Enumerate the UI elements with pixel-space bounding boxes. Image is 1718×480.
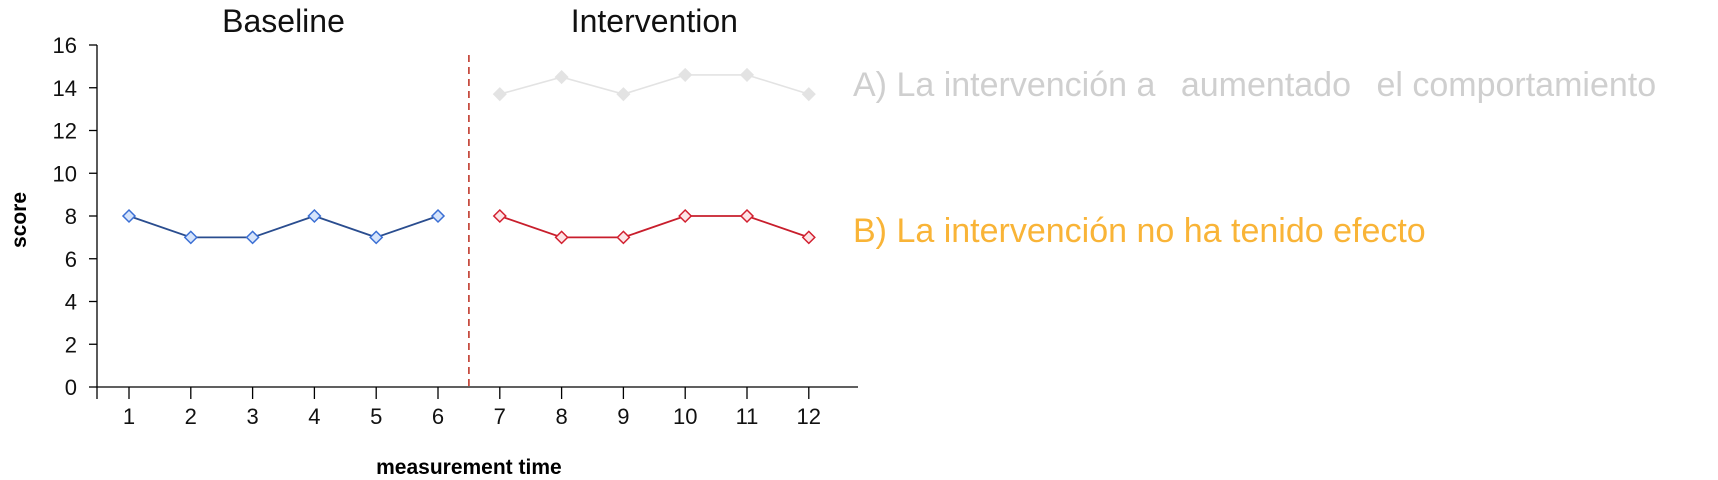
x-axis-title: measurement time bbox=[376, 456, 562, 479]
data-point-baseline bbox=[245, 230, 260, 245]
data-point-intervention-b bbox=[739, 208, 755, 224]
series-line-baseline bbox=[128, 215, 439, 239]
data-point-baseline bbox=[121, 208, 137, 224]
series-baseline bbox=[121, 208, 446, 245]
y-axis-title: score bbox=[8, 192, 31, 248]
data-point-intervention-b bbox=[678, 208, 693, 224]
x-tick-label: 3 bbox=[246, 404, 258, 429]
data-point-intervention-b bbox=[801, 230, 816, 245]
y-tick-label: 2 bbox=[65, 332, 77, 357]
y-tick-label: 10 bbox=[53, 161, 77, 186]
x-tick-label: 11 bbox=[736, 404, 759, 429]
series-intervention-a bbox=[492, 67, 816, 102]
annotation-a-part-2: aumentado bbox=[1181, 66, 1351, 104]
data-point-intervention-a bbox=[492, 87, 507, 102]
x-tick-label: 8 bbox=[555, 404, 567, 429]
series-intervention-b bbox=[492, 208, 816, 245]
x-tick-label: 1 bbox=[123, 404, 135, 429]
phase-title-baseline: Baseline bbox=[222, 3, 345, 39]
series-line-intervention-b bbox=[499, 215, 810, 239]
x-tick-label: 2 bbox=[185, 404, 197, 429]
annotation-a-part-3: el comportamiento bbox=[1376, 66, 1656, 104]
y-tick-label: 12 bbox=[53, 119, 77, 144]
annotation-a-part-1: A) La intervención a bbox=[853, 66, 1155, 104]
x-tick-label: 4 bbox=[308, 404, 320, 429]
data-point-baseline bbox=[307, 208, 322, 224]
phase-title-intervention: Intervention bbox=[571, 3, 738, 39]
y-tick-label: 4 bbox=[65, 290, 77, 315]
series-layer bbox=[121, 67, 816, 245]
x-ticks: 1 2 3 4 5 6 7 8 9 10 11 12 bbox=[96, 387, 821, 429]
data-point-baseline bbox=[430, 208, 446, 224]
annotation-option-b: B) La intervención no ha tenido efecto bbox=[853, 212, 1426, 250]
x-tick-label: 7 bbox=[494, 404, 506, 429]
data-point-intervention-a bbox=[801, 87, 816, 102]
series-line-intervention-a bbox=[499, 74, 810, 95]
data-point-baseline bbox=[183, 230, 198, 245]
y-tick-label: 0 bbox=[65, 375, 77, 400]
data-point-intervention-a bbox=[678, 67, 693, 82]
x-tick-label: 6 bbox=[432, 404, 444, 429]
annotation-option-a: A) La intervención a aumentado el compor… bbox=[853, 66, 1656, 104]
data-point-intervention-b bbox=[554, 230, 569, 245]
x-tick-label: 10 bbox=[673, 404, 697, 429]
data-point-intervention-b bbox=[616, 230, 631, 245]
data-point-intervention-b bbox=[492, 208, 507, 224]
data-point-intervention-a bbox=[739, 67, 755, 82]
x-tick-label: 5 bbox=[370, 404, 382, 429]
data-point-intervention-a bbox=[616, 87, 631, 102]
data-point-intervention-a bbox=[554, 70, 569, 85]
y-tick-label: 16 bbox=[53, 33, 77, 58]
y-tick-label: 8 bbox=[65, 204, 77, 229]
y-tick-label: 14 bbox=[53, 76, 77, 101]
x-tick-label: 12 bbox=[797, 404, 821, 429]
y-ticks: 0 2 4 6 8 10 12 14 16 bbox=[53, 33, 97, 400]
data-point-baseline bbox=[369, 230, 384, 245]
x-tick-label: 9 bbox=[617, 404, 629, 429]
y-tick-label: 6 bbox=[65, 247, 77, 272]
